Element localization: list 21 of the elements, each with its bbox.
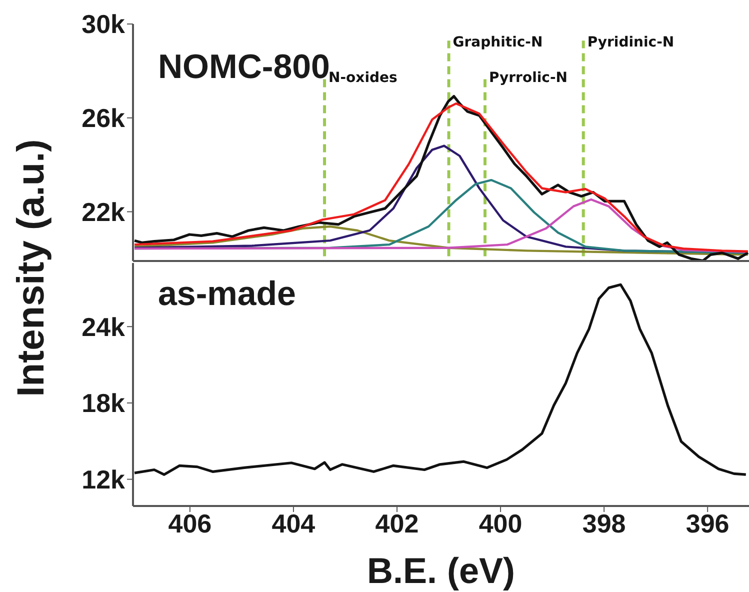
x-tick-label: 406 [168,508,212,538]
y-tick-label: 18k [82,388,126,418]
text: NOMC-800 [158,48,330,87]
x-tick-label: 398 [582,508,626,538]
ref-line-label: Pyridinic-N [587,34,674,51]
line-series [133,225,749,256]
y-tick-label: 24k [82,312,126,342]
chart-title: as-made [158,275,296,314]
x-tick-label: 402 [375,508,419,538]
y-tick-label: 26k [82,103,126,134]
x-axis-title: B.E. (eV) [366,550,516,591]
x-tick-label: 396 [686,508,730,538]
x-tick-label: 400 [478,508,522,538]
ref-line-label: Pyrrolic-N [489,70,568,86]
y-tick-label: 30k [82,9,126,40]
ref-line-label: N-oxides [328,70,398,86]
y-tick-label: 12k [82,464,126,495]
y-axis-title: Intensity (a.u.) [10,139,54,397]
x-tick-label: 404 [272,508,316,538]
ref-line-label: Graphitic-N [452,34,543,51]
y-tick-label: 22k [82,196,126,227]
